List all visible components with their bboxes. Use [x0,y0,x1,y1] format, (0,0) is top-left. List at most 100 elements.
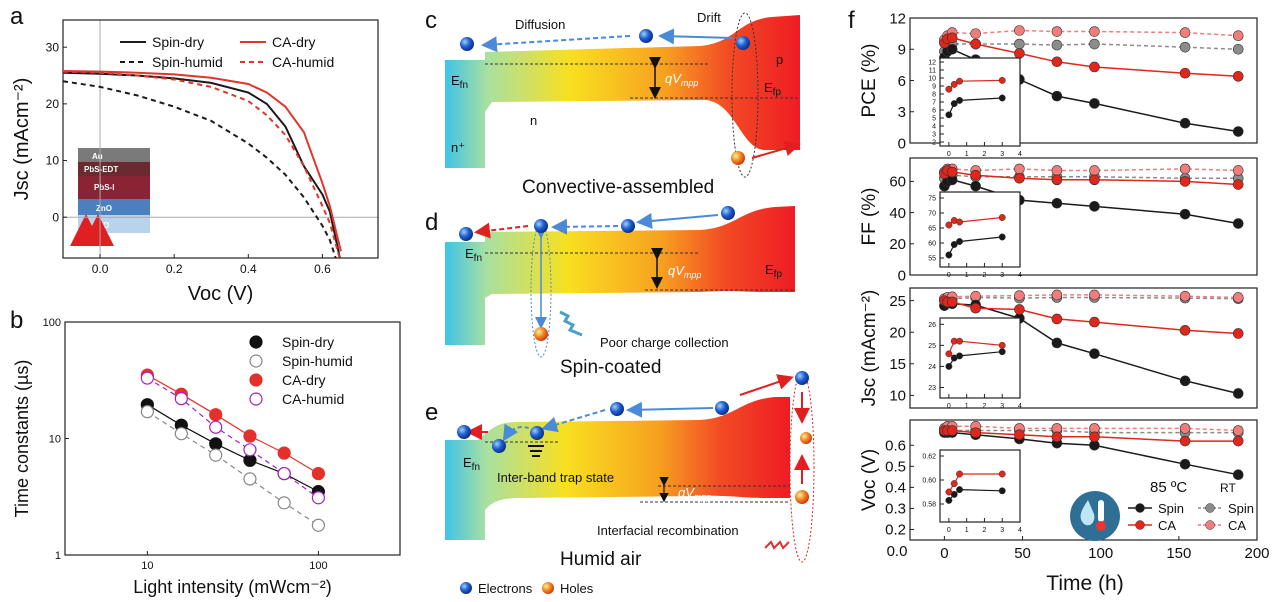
legend-label: CA [1158,518,1176,533]
y-tick-label: 65 [928,225,936,232]
shape [492,439,506,453]
plot-frame [939,449,1021,523]
legend-icon-bulb [1096,521,1106,531]
plot-frame [909,419,1258,541]
label: qVmpp [668,263,701,280]
inset-line [948,473,1003,493]
legend-label: CA-dry [282,372,326,388]
band-diagram-c: Diffusion Drift Efn qVmpp p Efp n⁺ n Con… [445,10,801,198]
data-point [1179,458,1191,470]
label: ZnO [96,204,112,213]
inset-point [950,480,958,488]
y-tick-label: 30 [46,40,60,54]
data-point [277,496,291,510]
label: mpp [681,78,699,88]
x-tick-label: 3 [1000,151,1004,158]
x-tick-label: 100 [309,560,327,572]
shape [457,425,471,439]
data-point [970,169,981,181]
data-point [243,472,257,486]
data-point [1051,174,1063,186]
data-point [946,43,958,55]
shape [621,219,635,233]
label: PbS-I [94,183,114,192]
x-tick-label: 10 [141,560,153,572]
data-point [311,491,325,505]
trend-line [943,168,1239,173]
plot-frame [62,19,379,259]
inset-point [956,470,964,478]
label: Poor charge collection [600,335,729,350]
shape [445,206,795,345]
data-point [277,446,291,460]
data-point [1232,328,1244,339]
panel-label: d [425,209,438,236]
legend-marker [1135,503,1145,513]
corner-label: 0.0 [887,543,908,560]
data-point [1089,289,1100,301]
x-tick-label: 200 [1244,545,1269,562]
data-point [311,466,325,481]
data-point [970,38,981,50]
data-point [1179,375,1191,387]
data-point [1179,435,1191,447]
x-tick-label: 1 [965,272,969,279]
inset-point [998,348,1006,356]
band-diagram-d: Efn qVmpp Efp Poor charge collection Spi… [445,206,795,378]
x-tick-label: 2 [982,527,986,534]
jv-curve [63,71,341,258]
y-tick-label: 24 [928,364,936,371]
inset-point [950,100,958,108]
data-point [1179,208,1191,220]
y-tick-label: 60 [928,240,936,247]
label: Au [92,152,103,161]
legend-marker [249,392,263,406]
y-axis-label: PCE (%) [859,44,880,118]
fit-line [147,374,319,475]
shape [764,540,790,550]
y-tick-label: 6 [932,107,936,114]
inset-point [956,486,964,494]
legend-label: Spin-dry [282,334,334,350]
legend-marker [1205,503,1215,513]
legend-title: RT [1220,481,1236,495]
x-tick-label: 0 [947,403,951,410]
legend-label: CA-humid [272,54,334,70]
y-tick-label: 12 [889,10,906,27]
legend-marker [1135,520,1145,530]
label: p [776,52,783,67]
label: Drift [697,10,721,25]
inset-point [956,96,964,104]
shape [721,206,735,220]
label: n [530,113,537,128]
data-point [970,180,981,192]
y-tick-label: 75 [928,195,936,202]
data-point [140,405,154,419]
data-point [1051,431,1063,443]
y-tick-label: 10 [46,154,60,168]
x-tick-label: 0 [947,527,951,534]
data-point [1014,25,1025,36]
x-tick-label: 0.0 [92,262,109,276]
data-point [1232,388,1244,399]
shape [459,227,473,241]
data-point [1051,26,1063,37]
legend-label: Spin [1158,501,1184,516]
label: Interfacial recombination [597,523,739,538]
shape [474,222,529,239]
x-tick-label: 1 [965,151,969,158]
y-tick-label: 9 [932,83,936,90]
data-point [1179,423,1191,434]
panel-label: a [10,3,24,30]
label: E [463,455,472,470]
shape [800,432,812,444]
legend-marker [249,335,263,349]
data-point [1051,90,1063,102]
x-tick-label: 4 [1018,272,1022,279]
shape [715,401,729,415]
y-tick-label: 0.4 [885,480,906,497]
label: Efp [764,80,781,98]
plot-frame [939,317,1021,399]
y-tick-label: 2 [932,139,936,146]
shape [530,426,544,440]
